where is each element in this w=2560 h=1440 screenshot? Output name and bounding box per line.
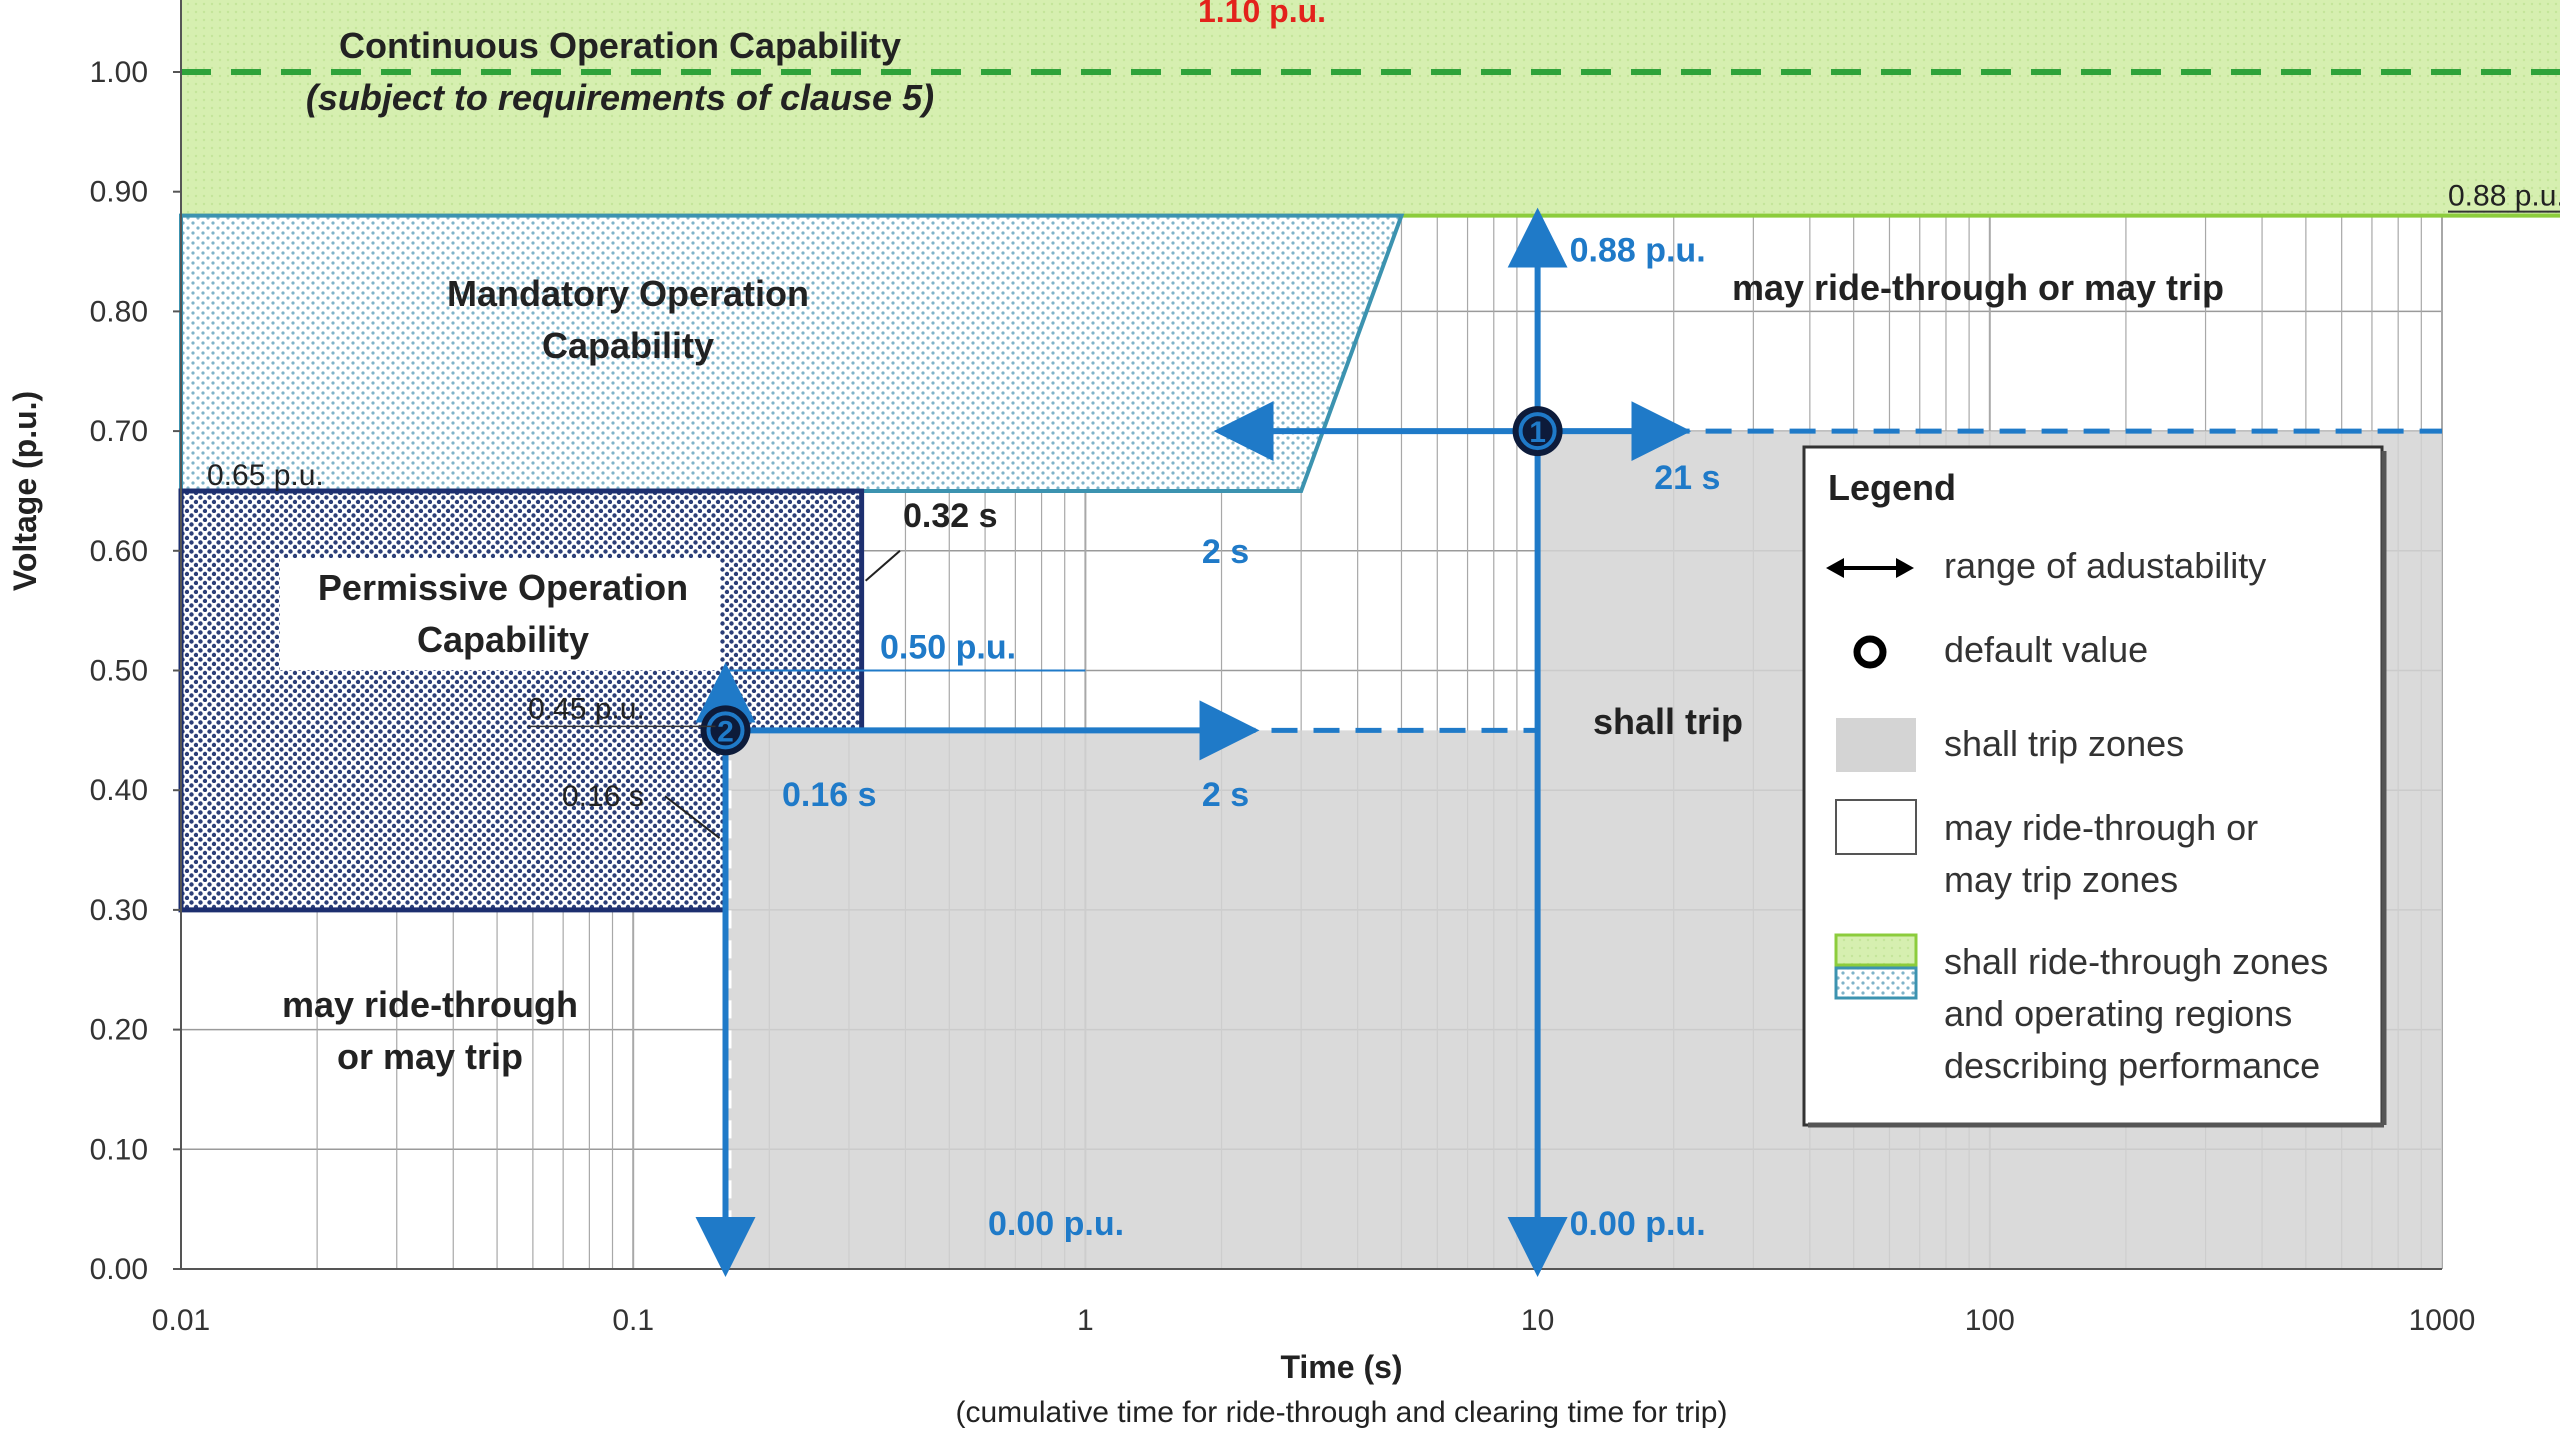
x-tick-label: 10 bbox=[1521, 1304, 1554, 1337]
continuous-sublabel: (subject to requirements of clause 5) bbox=[306, 77, 934, 118]
permissive-label: Permissive Operation bbox=[318, 567, 688, 608]
permissive-label-2: Capability bbox=[417, 619, 589, 660]
legend-box bbox=[1802, 445, 2384, 1127]
leader-016s bbox=[664, 795, 721, 839]
label-016s-dark: 0.16 s bbox=[562, 780, 644, 813]
double-arrow-icon-left bbox=[1826, 558, 1844, 578]
label-050pu: 0.50 p.u. bbox=[880, 629, 1016, 667]
x-axis-subtitle: (cumulative time for ride-through and cl… bbox=[956, 1396, 1728, 1429]
y-tick-label: 1.00 bbox=[90, 56, 148, 89]
label-045pu: 0.45 p.u. bbox=[528, 692, 645, 725]
legend-item-label: range of adustability bbox=[1944, 545, 2266, 586]
mandatory-label-2: Capability bbox=[542, 325, 714, 366]
green-blue-swatch-icon bbox=[1834, 933, 1918, 967]
green-blue-swatch-icon-lower bbox=[1834, 966, 1918, 1000]
label-000pu-b: 0.00 p.u. bbox=[1570, 1205, 1706, 1243]
default-marker-2-ring bbox=[706, 711, 745, 750]
permissive-label-box bbox=[280, 558, 720, 670]
x-tick-label: 100 bbox=[1965, 1304, 2015, 1337]
shall-trip-label: shall trip bbox=[1593, 701, 1743, 742]
y-tick-label: 0.00 bbox=[90, 1253, 148, 1286]
y-tick-label: 0.10 bbox=[90, 1133, 148, 1166]
default-marker-2-label: 2 bbox=[717, 715, 734, 748]
y-tick-label: 0.80 bbox=[90, 295, 148, 328]
label-016s-blue: 0.16 s bbox=[782, 776, 877, 814]
x-tick-label: 1000 bbox=[2409, 1304, 2476, 1337]
y-tick-label: 0.70 bbox=[90, 415, 148, 448]
y-tick-label: 0.90 bbox=[90, 176, 148, 209]
legend-item-label: may trip zones bbox=[1944, 859, 2178, 900]
continuous-label: Continuous Operation Capability bbox=[339, 25, 901, 66]
leader-032s bbox=[864, 550, 901, 582]
legend-item-label: default value bbox=[1944, 629, 2148, 670]
region-labels: Continuous Operation Capability (subject … bbox=[282, 25, 2224, 1077]
label-110pu: 1.10 p.u. bbox=[1198, 0, 1326, 29]
default-marker-1-label: 1 bbox=[1529, 416, 1546, 449]
legend: Legend range of adustability default value… bbox=[1802, 445, 2387, 1128]
double-arrow-icon-right bbox=[1896, 558, 1914, 578]
x-tick-label: 1 bbox=[1077, 1304, 1094, 1337]
adjustability-arrows: 12 bbox=[695, 207, 1692, 1277]
legend-item-label: may ride-through or bbox=[1944, 807, 2258, 848]
default-marker-1-ring bbox=[1518, 412, 1557, 451]
label-088pu: 0.88 p.u. bbox=[1570, 232, 1706, 270]
legend-item-label: shall trip zones bbox=[1944, 723, 2184, 764]
continuous-zone bbox=[181, 0, 2560, 216]
y-tick-label: 0.50 bbox=[90, 655, 148, 688]
label-21s: 21 s bbox=[1654, 459, 1720, 497]
white-swatch-icon bbox=[1835, 799, 1917, 855]
y-tick-label: 0.40 bbox=[90, 774, 148, 807]
label-000pu-a: 0.00 p.u. bbox=[988, 1205, 1124, 1243]
legend-item-label: describing performance bbox=[1944, 1045, 2320, 1086]
may-ride-through-upper-label: may ride-through or may trip bbox=[1732, 267, 2224, 308]
may-ride-through-lower-label-2: or may trip bbox=[337, 1036, 523, 1077]
mandatory-zone bbox=[179, 213, 1405, 493]
may-ride-through-lower-label: may ride-through bbox=[282, 984, 578, 1025]
label-2s-upper: 2 s bbox=[1202, 533, 1249, 571]
y-tick-label: 0.20 bbox=[90, 1014, 148, 1047]
label-088pu-right: 0.88 p.u. bbox=[2448, 180, 2560, 213]
y-tick-label: 0.30 bbox=[90, 894, 148, 927]
default-ring-icon bbox=[1853, 635, 1887, 669]
y-tick-label: 0.60 bbox=[90, 535, 148, 568]
legend-item-label: and operating regions bbox=[1944, 993, 2292, 1034]
axes: 0.00 0.10 0.20 0.30 0.40 0.50 0.60 0.70 0.80 0.90… bbox=[7, 0, 2475, 1429]
x-tick-label: 0.01 bbox=[152, 1304, 210, 1337]
x-tick-label: 0.1 bbox=[612, 1304, 654, 1337]
label-065pu: 0.65 p.u. bbox=[207, 459, 324, 492]
annotations: 1.10 p.u. 0.88 p.u. 0.88 p.u. 0.65 p.u. 0.50… bbox=[207, 0, 2560, 1243]
gray-swatch-icon bbox=[1836, 718, 1916, 772]
label-032s: 0.32 s bbox=[903, 497, 998, 535]
label-2s-lower: 2 s bbox=[1202, 776, 1249, 814]
legend-title: Legend bbox=[1828, 467, 1956, 508]
x-axis-title: Time (s) bbox=[1280, 1349, 1402, 1385]
mandatory-label: Mandatory Operation bbox=[447, 273, 809, 314]
legend-item-label: shall ride-through zones bbox=[1944, 941, 2328, 982]
y-axis-title: Voltage (p.u.) bbox=[7, 391, 43, 591]
